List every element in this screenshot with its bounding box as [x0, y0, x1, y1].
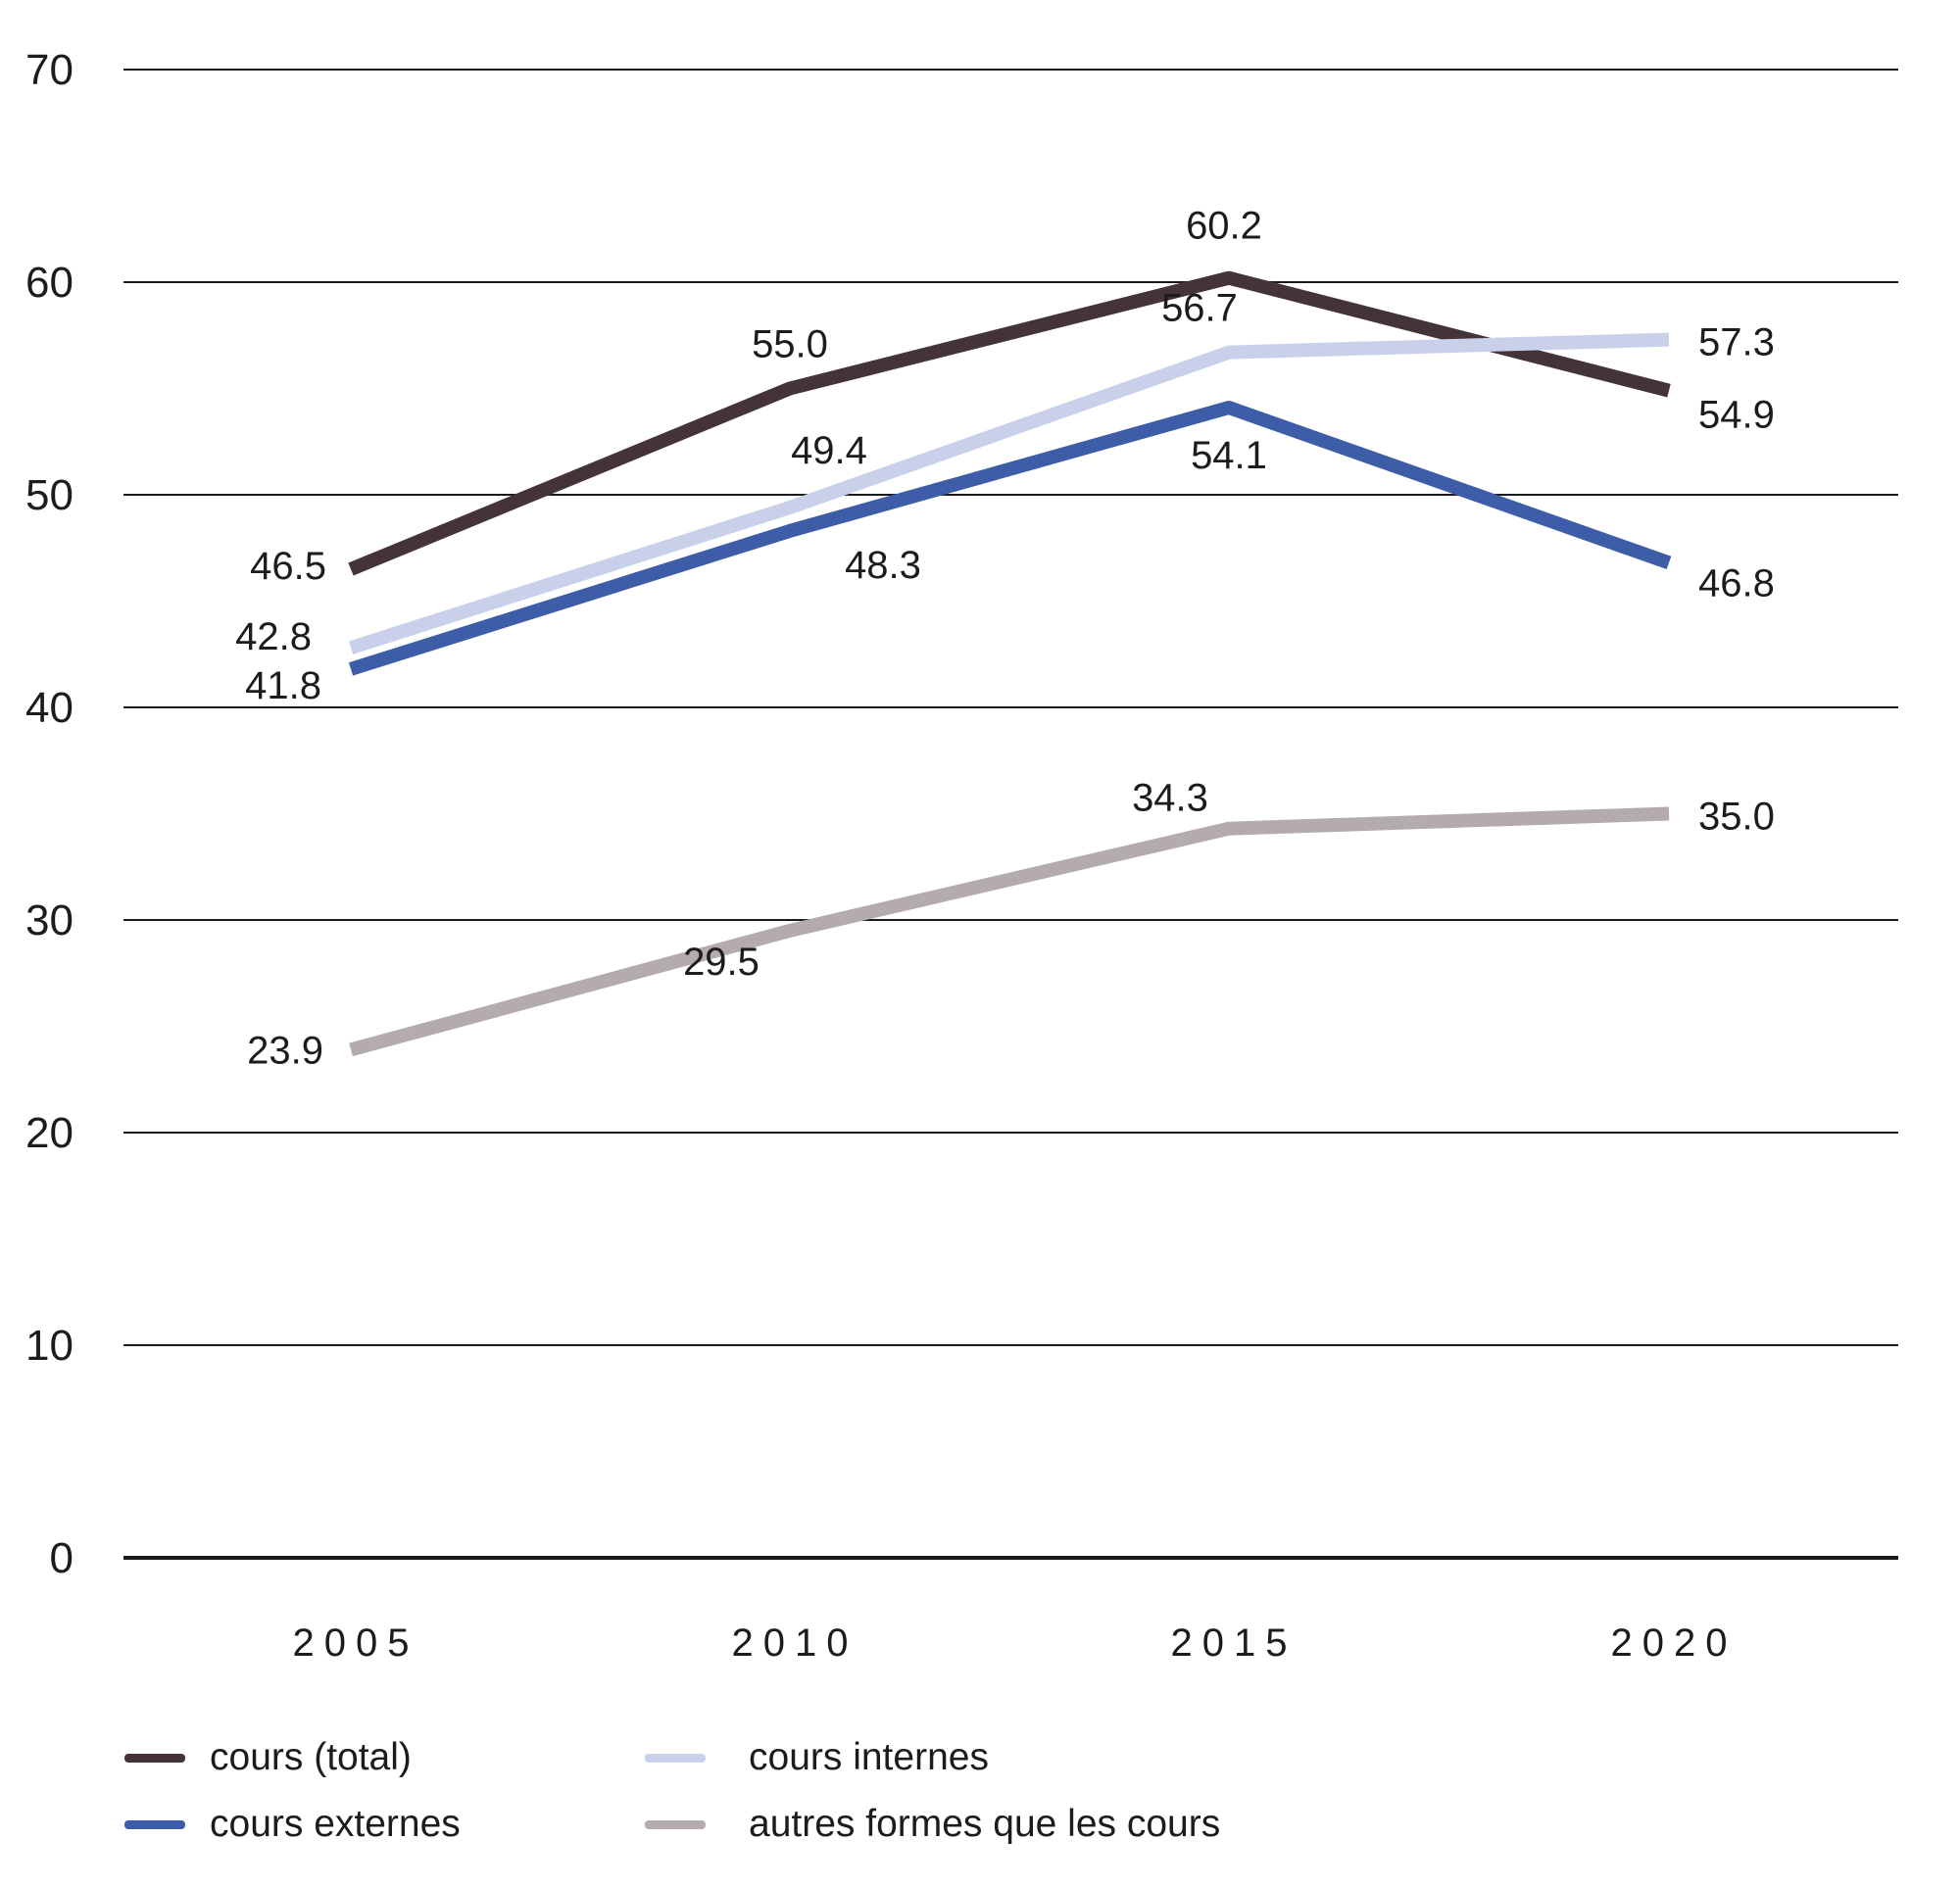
legend-label: cours (total) — [210, 1736, 412, 1778]
series-line-4 — [349, 806, 1670, 1057]
x-axis-tick-label: 2020 — [1611, 1621, 1738, 1665]
data-label: 23.9 — [247, 1029, 323, 1072]
data-label: 57.3 — [1698, 321, 1775, 364]
legend-item: cours (total) — [124, 1736, 412, 1779]
legend-swatch — [124, 1819, 185, 1829]
data-label: 42.8 — [235, 615, 312, 658]
data-label: 35.0 — [1698, 796, 1775, 839]
data-label: 41.8 — [245, 664, 321, 707]
legend-label: cours externes — [210, 1803, 461, 1845]
data-label: 34.3 — [1132, 777, 1208, 820]
y-axis-tick-label: 70 — [25, 46, 74, 94]
y-axis-tick-label: 30 — [25, 896, 74, 944]
data-label: 29.5 — [683, 941, 760, 984]
data-label: 46.8 — [1698, 561, 1775, 605]
legend-swatch — [645, 1819, 706, 1829]
y-axis-tick-label: 10 — [25, 1322, 74, 1370]
series-line-3 — [348, 401, 1672, 676]
legend-item: autres formes que les cours — [645, 1803, 1220, 1846]
x-axis-tick-label: 2005 — [293, 1621, 419, 1665]
legend-swatch — [124, 1753, 185, 1763]
legend-item: cours externes — [124, 1803, 461, 1846]
data-label: 56.7 — [1161, 287, 1238, 330]
x-axis-tick-label: 2015 — [1171, 1621, 1298, 1665]
data-label: 49.4 — [791, 429, 867, 472]
data-label: 54.9 — [1698, 394, 1775, 437]
data-label: 48.3 — [845, 544, 921, 587]
series-line-1 — [348, 270, 1671, 576]
legend-label: cours internes — [749, 1736, 989, 1778]
y-axis-tick-label: 0 — [50, 1534, 74, 1582]
data-label: 60.2 — [1186, 205, 1262, 248]
x-axis-tick-label: 2010 — [732, 1621, 858, 1665]
y-axis-tick-label: 50 — [25, 471, 74, 519]
y-axis-tick-label: 40 — [25, 684, 74, 732]
data-label: 54.1 — [1191, 434, 1267, 477]
legend-label: autres formes que les cours — [749, 1803, 1221, 1845]
y-axis-tick-label: 20 — [25, 1109, 74, 1157]
series-line-2 — [348, 332, 1670, 654]
legend-item: cours internes — [645, 1736, 989, 1779]
data-label: 46.5 — [250, 545, 326, 588]
legend-swatch — [645, 1753, 706, 1763]
y-axis-tick-label: 60 — [25, 259, 74, 307]
data-label: 55.0 — [752, 323, 828, 366]
